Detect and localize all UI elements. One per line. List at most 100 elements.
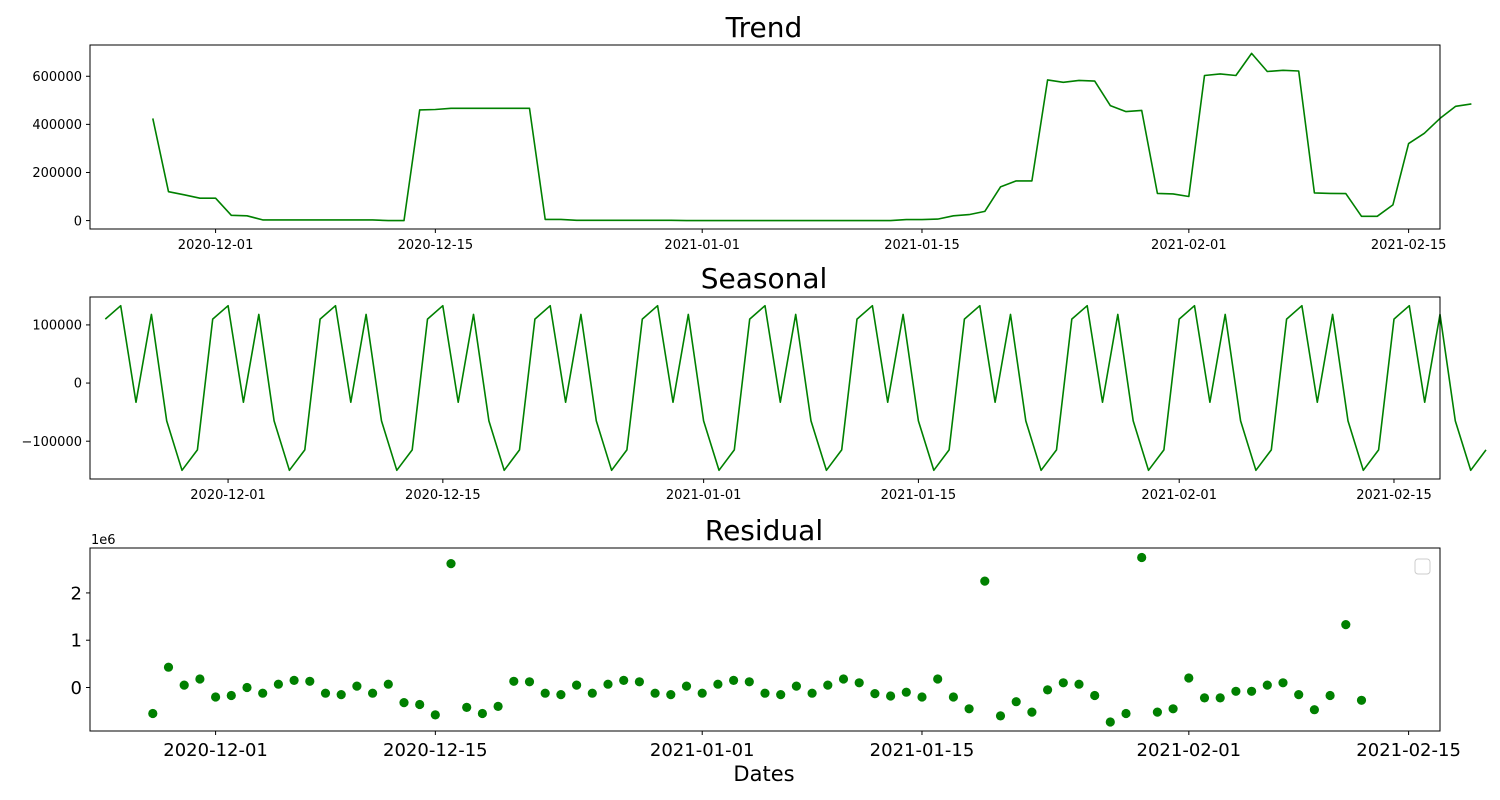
data-point — [273, 679, 283, 689]
x-tick-label: 2021-01-15 — [881, 488, 957, 503]
x-tick-label: 2020-12-01 — [178, 238, 254, 253]
data-point — [195, 674, 205, 684]
data-point — [258, 688, 268, 698]
data-point — [1199, 693, 1210, 703]
y-tick-label: 2 — [71, 583, 82, 604]
data-point — [415, 699, 425, 710]
data-point — [666, 690, 676, 700]
trend-title: Trend — [725, 11, 803, 44]
data-point — [1121, 708, 1131, 719]
residual-offset-label: 1e6 — [91, 533, 116, 548]
data-point — [493, 701, 503, 712]
data-point — [509, 676, 519, 686]
data-point — [540, 688, 550, 698]
y-tick-label: −100000 — [21, 435, 82, 450]
trend-panel: Trend 2020-12-01 2020-12-15 2021-01-01 2021… — [32, 11, 1472, 253]
data-point — [430, 710, 440, 720]
x-tick-label: 2020-12-01 — [190, 488, 266, 503]
data-point — [917, 692, 927, 702]
x-tick-label: 2021-01-01 — [650, 740, 755, 761]
data-point — [587, 688, 597, 698]
data-point — [619, 675, 629, 686]
data-point — [211, 692, 221, 702]
x-tick-label: 2021-02-15 — [1356, 740, 1461, 761]
plot-frame — [89, 296, 1441, 480]
x-tick-label: 2020-12-15 — [405, 488, 481, 503]
data-point — [1074, 679, 1084, 689]
x-tick-label: 2021-02-01 — [1141, 488, 1217, 503]
data-point — [446, 559, 456, 569]
data-point — [1168, 704, 1178, 714]
data-point — [462, 702, 472, 713]
data-point — [289, 675, 299, 686]
data-point — [854, 678, 864, 688]
seasonal-panel: Seasonal 2020-12-01 2020-12-15 2021-01-01 2… — [21, 262, 1487, 503]
data-point — [760, 688, 770, 698]
y-tick-label: 1 — [71, 631, 82, 652]
data-point — [383, 679, 393, 689]
data-point — [477, 708, 487, 719]
residual-panel: Residual 1e6 Dates 2020-12-01 2020-12-15 2… — [71, 514, 1461, 786]
data-point — [980, 576, 990, 586]
plot-frame — [89, 547, 1441, 732]
x-tick-label: 2021-02-15 — [1371, 238, 1447, 253]
data-point — [870, 689, 880, 699]
y-tick-label: 0 — [71, 678, 82, 699]
y-tick-label: 100000 — [32, 319, 82, 334]
data-point — [1058, 678, 1068, 688]
x-tick-label: 2020-12-01 — [163, 740, 268, 761]
x-tick-label: 2021-02-01 — [1137, 740, 1242, 761]
data-point — [399, 698, 409, 708]
series-line — [104, 304, 1487, 472]
data-point — [352, 681, 362, 691]
data-point — [1356, 695, 1367, 705]
data-point — [242, 682, 252, 693]
data-point — [368, 688, 378, 698]
data-point — [1137, 552, 1147, 563]
data-point — [933, 674, 943, 684]
plot-frame — [89, 44, 1441, 230]
data-point — [1294, 690, 1304, 700]
data-point — [148, 708, 158, 719]
y-tick-label: 0 — [74, 377, 82, 392]
series-line — [152, 52, 1472, 222]
data-point — [729, 675, 739, 686]
data-point — [1152, 707, 1162, 717]
legend-box — [1414, 558, 1431, 575]
data-point — [901, 687, 911, 697]
data-point — [681, 681, 692, 691]
data-point — [807, 688, 817, 698]
data-point — [697, 688, 707, 698]
data-point — [886, 691, 896, 701]
data-point — [1215, 693, 1225, 703]
data-point — [744, 677, 754, 687]
data-point — [948, 692, 959, 702]
data-point — [336, 690, 346, 700]
data-point — [791, 681, 802, 691]
data-point — [1043, 685, 1053, 695]
x-axis-label: Dates — [733, 762, 794, 786]
data-point — [995, 711, 1006, 721]
data-point — [320, 688, 331, 698]
y-tick-label: 200000 — [32, 166, 82, 181]
x-tick-label: 2020-12-15 — [398, 238, 474, 253]
data-point — [713, 679, 723, 689]
data-point — [1341, 620, 1351, 630]
data-point — [650, 688, 660, 698]
y-tick-label: 600000 — [32, 70, 82, 85]
data-point — [524, 677, 535, 687]
data-point — [572, 680, 582, 690]
data-point — [1309, 705, 1319, 715]
y-tick-label: 0 — [74, 214, 82, 229]
x-tick-label: 2021-01-01 — [664, 238, 740, 253]
data-point — [1325, 690, 1335, 701]
data-point — [226, 690, 236, 701]
data-point — [1184, 673, 1194, 683]
x-tick-label: 2021-01-15 — [870, 740, 975, 761]
data-point — [1105, 717, 1115, 727]
data-point — [1278, 678, 1288, 688]
x-tick-label: 2021-01-01 — [666, 488, 742, 503]
data-point — [305, 676, 315, 686]
data-point — [634, 677, 645, 687]
